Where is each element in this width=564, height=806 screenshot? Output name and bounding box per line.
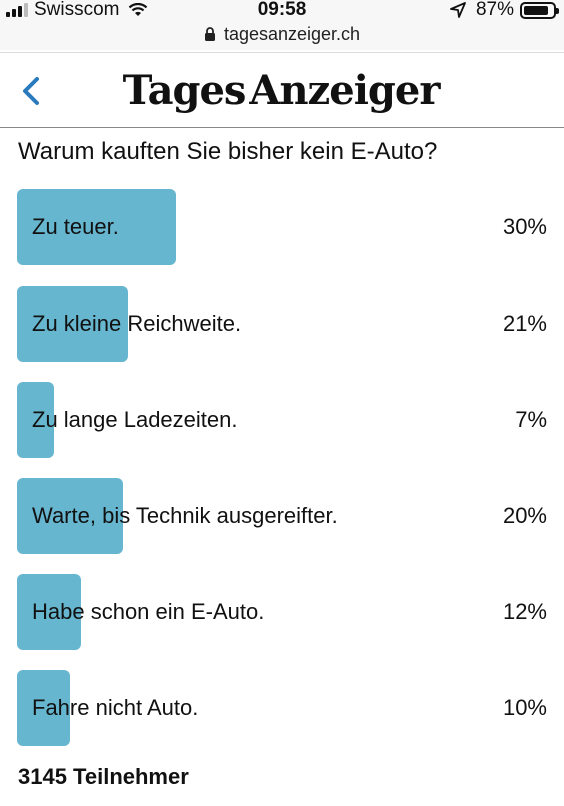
- carrier-info: Swisscom: [6, 0, 148, 20]
- poll-option-label: Habe schon ein E-Auto.: [32, 599, 265, 624]
- poll-option-percent: 10%: [502, 695, 547, 720]
- poll-option-percent: 21%: [502, 311, 547, 336]
- logo-text-right: Anzeiger: [249, 66, 440, 114]
- location-icon: [450, 2, 466, 18]
- poll-option-bar: [17, 478, 123, 554]
- poll-option[interactable]: Habe schon ein E-Auto. 12%: [17, 574, 547, 650]
- status-time: 09:58: [257, 0, 307, 20]
- poll-option-label: Fahre nicht Auto.: [32, 695, 199, 720]
- status-bar: Swisscom 09:58 87% tagesanzeiger.ch: [0, 0, 564, 50]
- poll-question: Warum kauften Sie bisher kein E-Auto?: [18, 138, 438, 165]
- site-logo[interactable]: Tages Anzeiger: [123, 63, 441, 117]
- poll-option[interactable]: Zu kleine Reichweite. 21%: [17, 286, 547, 362]
- chevron-left-icon[interactable]: [18, 75, 44, 107]
- poll-option-bar: [17, 189, 176, 265]
- poll-option[interactable]: Warte, bis Technik ausgereifter. 20%: [17, 478, 547, 554]
- poll-option-bar: [17, 382, 54, 458]
- participant-count: 3145 Teilnehmer: [18, 764, 189, 789]
- poll-option-bar: [17, 286, 128, 362]
- poll-option-percent: 7%: [515, 407, 547, 432]
- poll-option-label: Zu teuer.: [32, 214, 119, 239]
- poll-option-label: Warte, bis Technik ausgereifter.: [32, 503, 338, 528]
- url-text: tagesanzeiger.ch: [223, 23, 361, 44]
- poll-option-percent: 30%: [502, 214, 547, 239]
- poll-option-percent: 12%: [502, 599, 547, 624]
- url-bar[interactable]: tagesanzeiger.ch: [0, 21, 564, 47]
- poll-option-bar: [17, 574, 81, 650]
- lock-icon: [204, 27, 215, 41]
- poll-option-label: Zu kleine Reichweite.: [32, 311, 242, 336]
- poll-option[interactable]: Zu lange Ladezeiten. 7%: [17, 382, 547, 458]
- battery-icon: [520, 1, 559, 19]
- logo-text-left: Tages: [122, 66, 247, 114]
- poll-option[interactable]: Fahre nicht Auto. 10%: [17, 670, 547, 746]
- site-header: Tages Anzeiger: [0, 52, 564, 128]
- battery-percent: 87%: [475, 0, 514, 20]
- poll-option-label: Zu lange Ladezeiten.: [32, 407, 238, 432]
- poll-option[interactable]: Zu teuer. 30%: [17, 189, 547, 265]
- signal-icon: [6, 3, 28, 17]
- poll-option-percent: 20%: [502, 503, 547, 528]
- carrier-name: Swisscom: [34, 0, 120, 20]
- wifi-icon: [128, 3, 147, 16]
- poll-option-bar: [17, 670, 70, 746]
- status-right: 87%: [450, 0, 559, 20]
